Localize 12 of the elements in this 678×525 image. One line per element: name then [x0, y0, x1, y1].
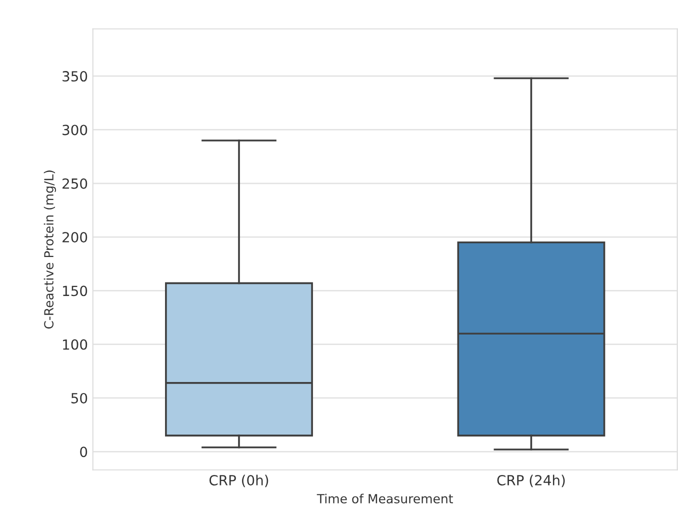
y-tick-label: 0: [80, 446, 88, 458]
y-tick-label: 350: [62, 71, 88, 82]
x-tick-label: CRP (0h): [209, 474, 268, 488]
y-tick-label: 200: [62, 232, 88, 243]
x-axis-title: Time of Measurement: [316, 494, 453, 504]
x-tick-label: CRP (24h): [497, 474, 565, 488]
y-tick-label: 100: [63, 339, 88, 350]
y-tick-label: 300: [62, 124, 88, 136]
y-tick-label: 50: [71, 392, 88, 404]
y-tick-label: 150: [63, 286, 88, 296]
y-axis-title: C-Reactive Protein (mg/L): [44, 170, 56, 329]
y-tick-label: 250: [62, 178, 88, 189]
